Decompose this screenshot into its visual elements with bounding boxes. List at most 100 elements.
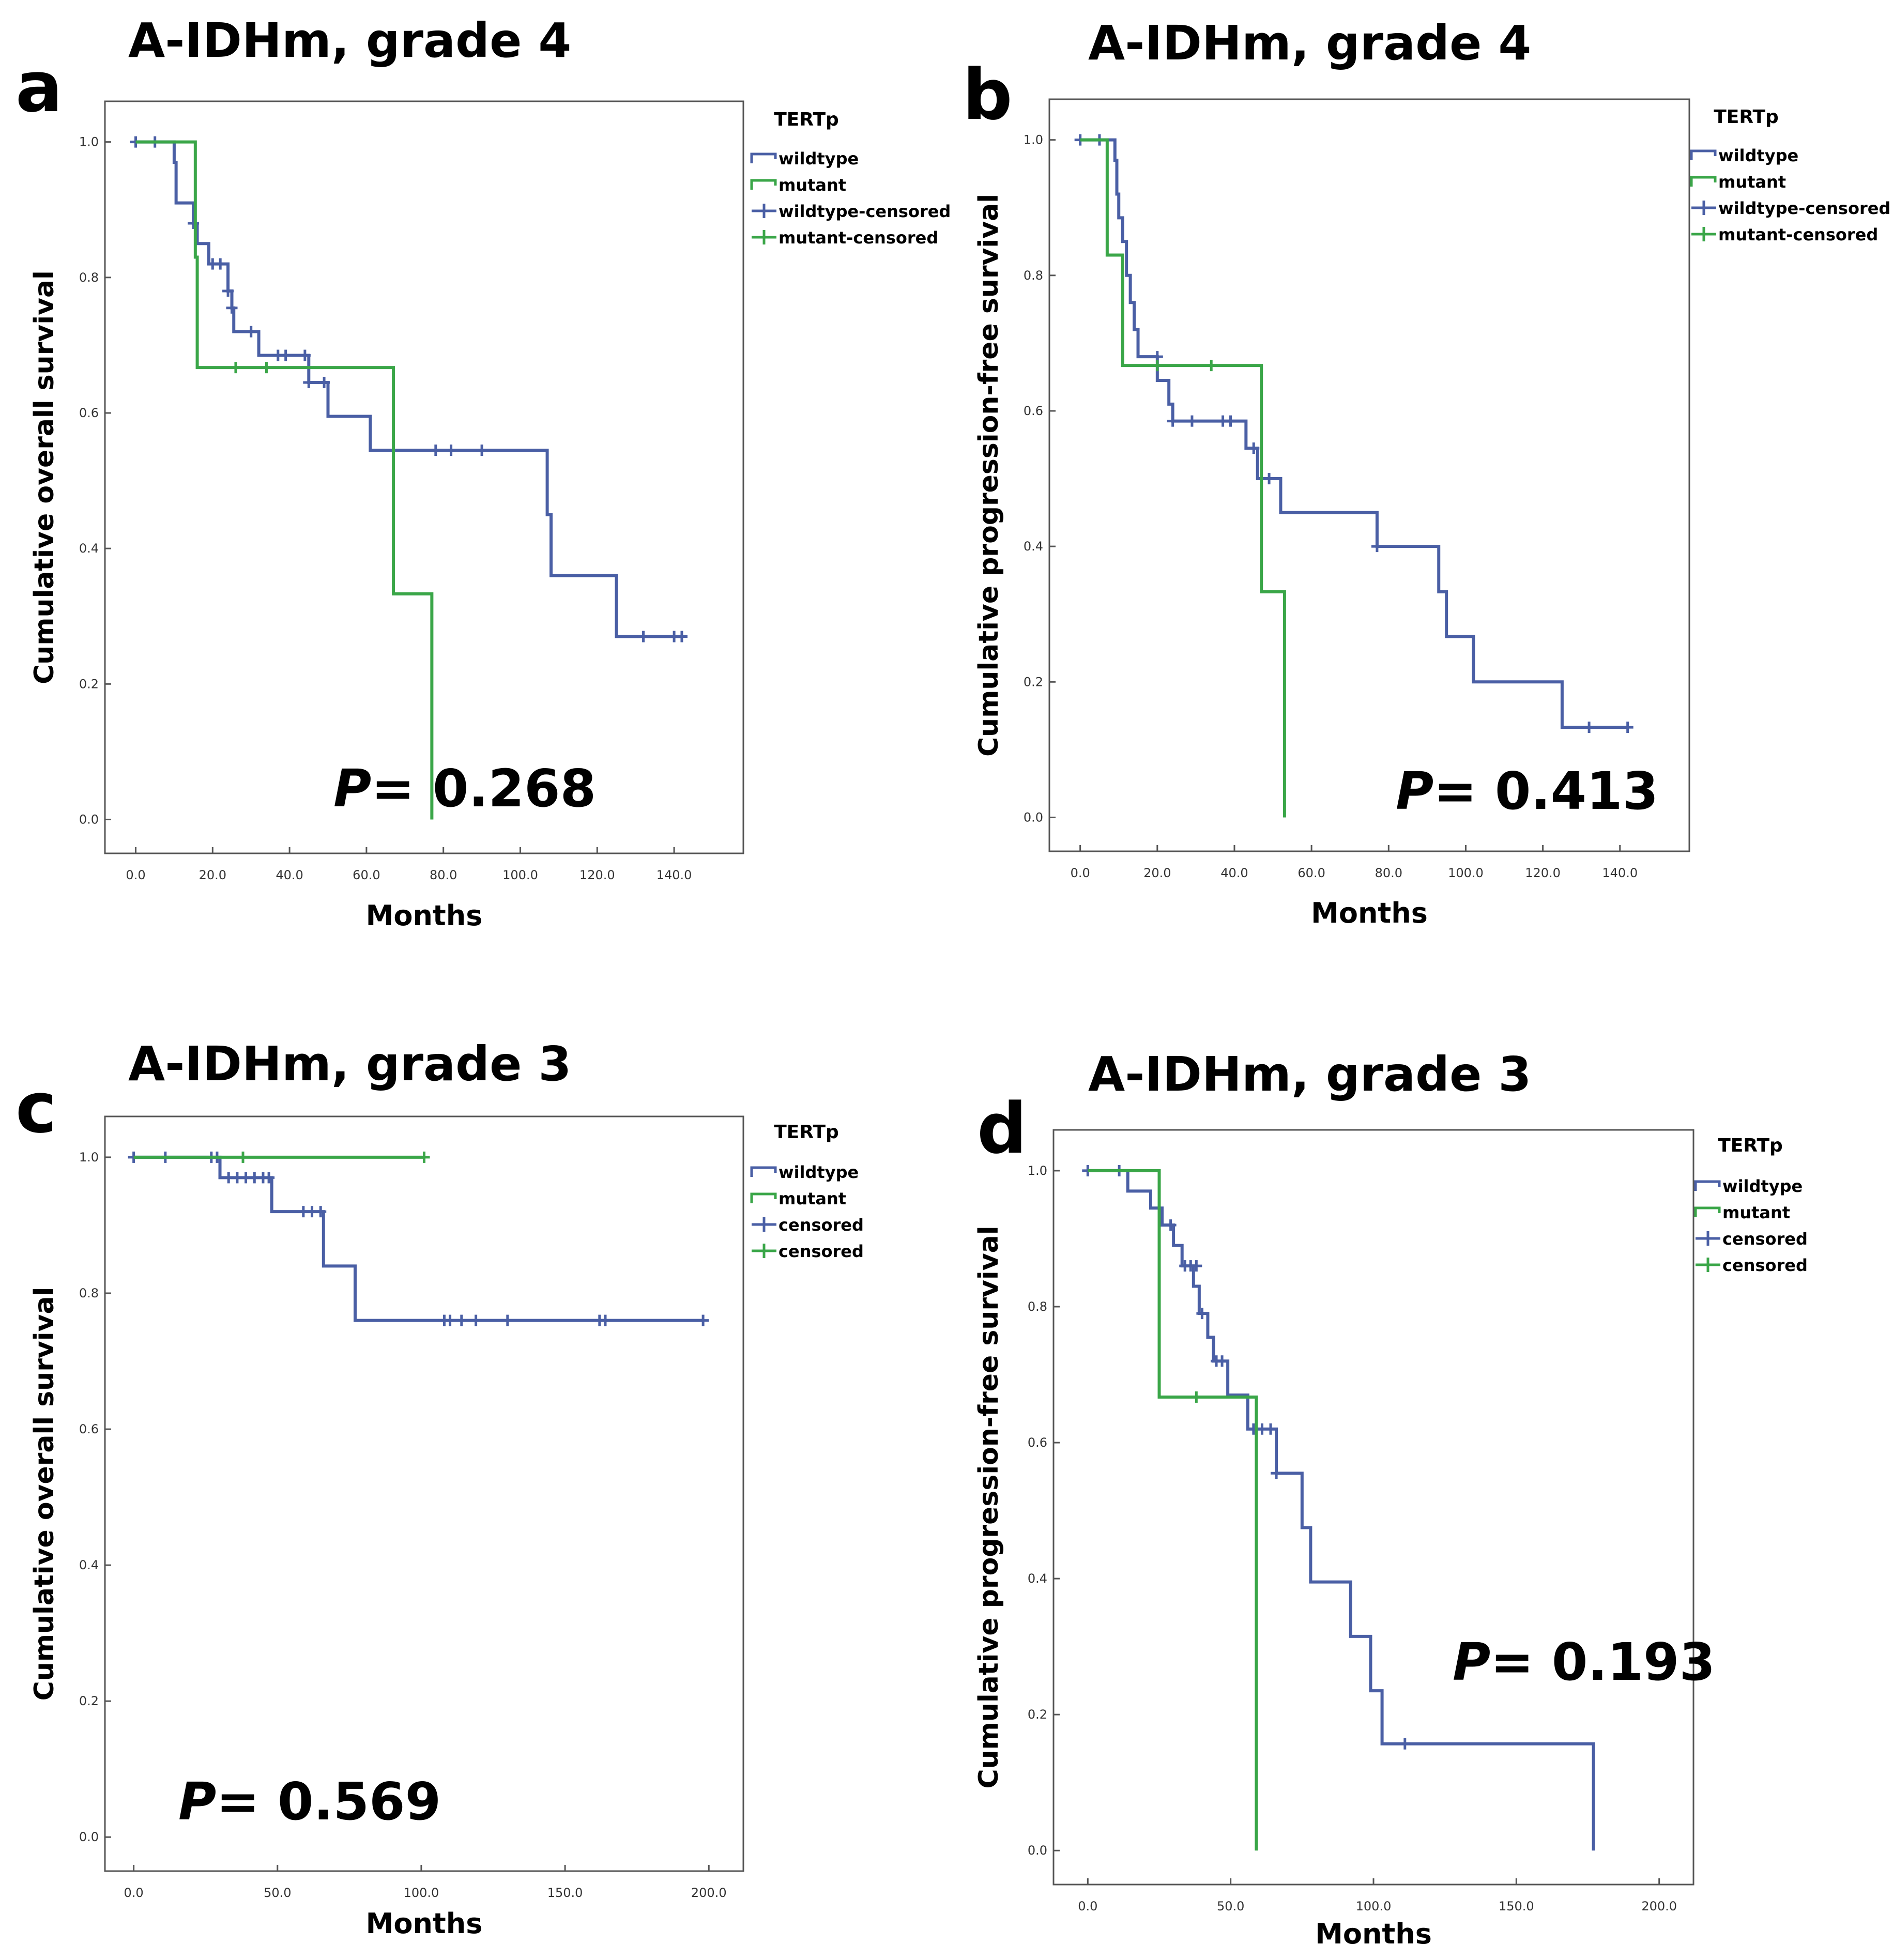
x-axis-label: Months (1311, 897, 1428, 929)
panel-title: A-IDHm, grade 4 (128, 13, 571, 68)
legend-line-swatch (1690, 149, 1717, 160)
y-tick-label: 0.6 (1024, 404, 1043, 418)
legend-line-swatch (1694, 1206, 1721, 1217)
y-tick-label: 0.0 (79, 812, 99, 826)
x-tick-label: 100.0 (1448, 866, 1484, 880)
survival-curve-mutant (1080, 138, 1286, 818)
legend: TERTp wildtype mutant censored censored (1694, 1135, 1808, 1275)
y-tick-label: 0.0 (79, 1830, 99, 1844)
p-value: P= 0.413 (1396, 761, 1658, 821)
y-tick-label: 0.2 (1024, 675, 1043, 689)
panel-b: A-IDHm, grade 4 b 0.0 0.2 0.4 0.6 0.8 1.0 0.0 20.… (963, 16, 1890, 929)
y-tick-label: 0.4 (1024, 539, 1043, 554)
panel-a: A-IDHm, grade 4 a 0.0 0.2 0.4 0.6 0.8 1.0 0.0 20.… (16, 13, 951, 932)
panel-d: A-IDHm, grade 3 d 0.0 0.2 0.4 0.6 0.8 1.0 0.0 50.… (973, 1047, 1808, 1950)
y-axis-label: Cumulative progression-free survival (973, 194, 1004, 757)
x-tick-label: 100.0 (1356, 1899, 1392, 1913)
legend-item-label: wildtype-censored (778, 202, 951, 221)
p-value: P= 0.569 (178, 1771, 441, 1832)
survival-curve-wildtype (135, 140, 682, 638)
x-tick-label: 0.0 (124, 1886, 144, 1900)
legend-title: TERTp (774, 1122, 839, 1143)
legend-line-swatch (1690, 176, 1717, 187)
y-tick-label: 0.8 (1028, 1299, 1047, 1314)
x-tick-label: 20.0 (199, 868, 226, 882)
panel-c: A-IDHm, grade 3 c 0.0 0.2 0.4 0.6 0.8 1.0 0.0 50.… (16, 1036, 864, 1940)
legend-item-label: censored (778, 1215, 864, 1235)
x-tick-label: 20.0 (1143, 866, 1171, 880)
panel-letter: d (977, 1088, 1027, 1169)
panel-title: A-IDHm, grade 4 (1088, 16, 1531, 71)
x-tick-label: 120.0 (1525, 866, 1561, 880)
legend-item-label: wildtype (1722, 1176, 1803, 1196)
survival-curve-mutant (1088, 1169, 1258, 1851)
y-tick-label: 1.0 (1028, 1163, 1047, 1178)
panel-title: A-IDHm, grade 3 (1088, 1047, 1531, 1102)
plot-frame (1048, 98, 1690, 852)
survival-curve-wildtype (133, 1155, 704, 1322)
x-tick-label: 200.0 (1641, 1899, 1677, 1913)
series-mutant (1088, 1169, 1258, 1851)
survival-curve-mutant (135, 140, 434, 820)
x-tick-label: 80.0 (1375, 866, 1402, 880)
y-axis-label: Cumulative overall survival (29, 270, 60, 684)
legend-title: TERTp (774, 109, 839, 130)
panel-letter: c (16, 1067, 57, 1149)
y-tick-label: 0.4 (79, 1558, 99, 1572)
x-tick-label: 40.0 (276, 868, 303, 882)
x-tick-label: 60.0 (353, 868, 380, 882)
survival-curve-wildtype (1080, 138, 1628, 729)
y-tick-label: 0.0 (1028, 1843, 1047, 1858)
legend-item-label: wildtype (778, 1162, 859, 1182)
legend-item-label: mutant (778, 175, 846, 195)
x-tick-label: 120.0 (579, 868, 615, 882)
legend-item-label: censored (778, 1242, 864, 1261)
y-tick-label: 1.0 (1024, 133, 1043, 147)
legend-item-label: mutant (1718, 172, 1786, 192)
survival-curve-wildtype (1088, 1169, 1595, 1851)
x-tick-label: 0.0 (1078, 1899, 1097, 1913)
plot-frame (1052, 1129, 1694, 1886)
series-mutant (1080, 138, 1286, 818)
y-tick-label: 1.0 (79, 135, 99, 149)
legend-line-swatch (1694, 1180, 1721, 1191)
legend-item-label: wildtype-censored (1718, 198, 1890, 218)
legend: TERTp wildtype mutant wildtype-censored muta… (750, 109, 951, 248)
p-value: P= 0.268 (333, 758, 596, 819)
x-tick-label: 40.0 (1220, 866, 1248, 880)
series-wildtype (1074, 134, 1634, 733)
panel-letter: a (16, 47, 63, 128)
x-axis-label: Months (366, 1907, 483, 1940)
legend-title: TERTp (1714, 106, 1779, 128)
y-axis-label: Cumulative overall survival (29, 1287, 60, 1701)
x-axis-label: Months (366, 899, 483, 932)
legend-item-label: censored (1722, 1229, 1808, 1249)
series-wildtype (128, 1151, 709, 1326)
y-tick-label: 0.8 (79, 1286, 99, 1300)
x-tick-label: 100.0 (404, 1886, 439, 1900)
x-tick-label: 150.0 (1499, 1899, 1534, 1913)
series-mutant (135, 140, 434, 820)
x-tick-label: 0.0 (126, 868, 145, 882)
y-tick-label: 0.8 (79, 270, 99, 285)
plot-frame (104, 100, 744, 854)
legend: TERTp wildtype mutant censored censored (750, 1122, 864, 1261)
plot-frame (104, 1115, 744, 1872)
legend: TERTp wildtype mutant wildtype-censored muta… (1690, 106, 1890, 244)
x-tick-label: 140.0 (1602, 866, 1638, 880)
y-tick-label: 0.4 (1028, 1571, 1047, 1586)
y-tick-label: 0.8 (1024, 268, 1043, 283)
panel-letter: b (963, 54, 1013, 135)
legend-item-label: wildtype (778, 149, 859, 169)
x-tick-label: 60.0 (1297, 866, 1325, 880)
legend-line-swatch (750, 152, 777, 163)
legend-title: TERTp (1718, 1135, 1783, 1156)
legend-item-label: mutant (1722, 1203, 1790, 1222)
x-tick-label: 150.0 (547, 1886, 583, 1900)
legend-line-swatch (750, 1166, 777, 1177)
legend-item-label: mutant-censored (1718, 225, 1878, 244)
y-tick-label: 0.2 (79, 1694, 99, 1708)
legend-item-label: censored (1722, 1255, 1808, 1275)
panel-title: A-IDHm, grade 3 (128, 1036, 571, 1092)
